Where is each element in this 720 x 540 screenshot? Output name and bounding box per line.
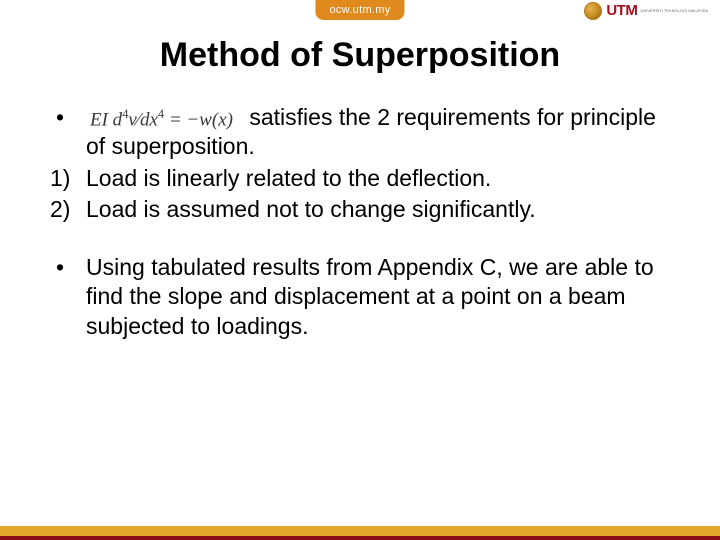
site-tab: ocw.utm.my xyxy=(315,0,404,20)
bullet-item-eqn: EI d4v⁄dx4 = −w(x) satisfies the 2 requi… xyxy=(50,103,670,162)
brand-main: UTM xyxy=(606,2,637,19)
brand-text: UTM xyxy=(606,2,637,20)
footer-orange-bar xyxy=(0,526,720,536)
bullet-group-2: Using tabulated results from Appendix C,… xyxy=(50,253,670,341)
brand-sub: UNIVERSITI TEKNOLOGI MALAYSIA xyxy=(640,9,708,13)
numbered-item-2: Load is assumed not to change significan… xyxy=(50,195,670,224)
equation-text: EI d4v⁄dx4 = −w(x) xyxy=(86,107,243,133)
slide-body: EI d4v⁄dx4 = −w(x) satisfies the 2 requi… xyxy=(0,103,720,341)
numbered-item-1: Load is linearly related to the deflecti… xyxy=(50,164,670,193)
slide-title: Method of Superposition xyxy=(0,36,720,75)
footer-red-bar xyxy=(0,536,720,540)
bullet-item-appendix: Using tabulated results from Appendix C,… xyxy=(50,253,670,341)
brand-seal-icon xyxy=(584,2,602,20)
header-bar: ocw.utm.my UTM UNIVERSITI TEKNOLOGI MALA… xyxy=(0,0,720,26)
footer-stripe xyxy=(0,526,720,540)
bullet-group-1: EI d4v⁄dx4 = −w(x) satisfies the 2 requi… xyxy=(50,103,670,225)
brand-logo: UTM UNIVERSITI TEKNOLOGI MALAYSIA xyxy=(584,2,708,20)
